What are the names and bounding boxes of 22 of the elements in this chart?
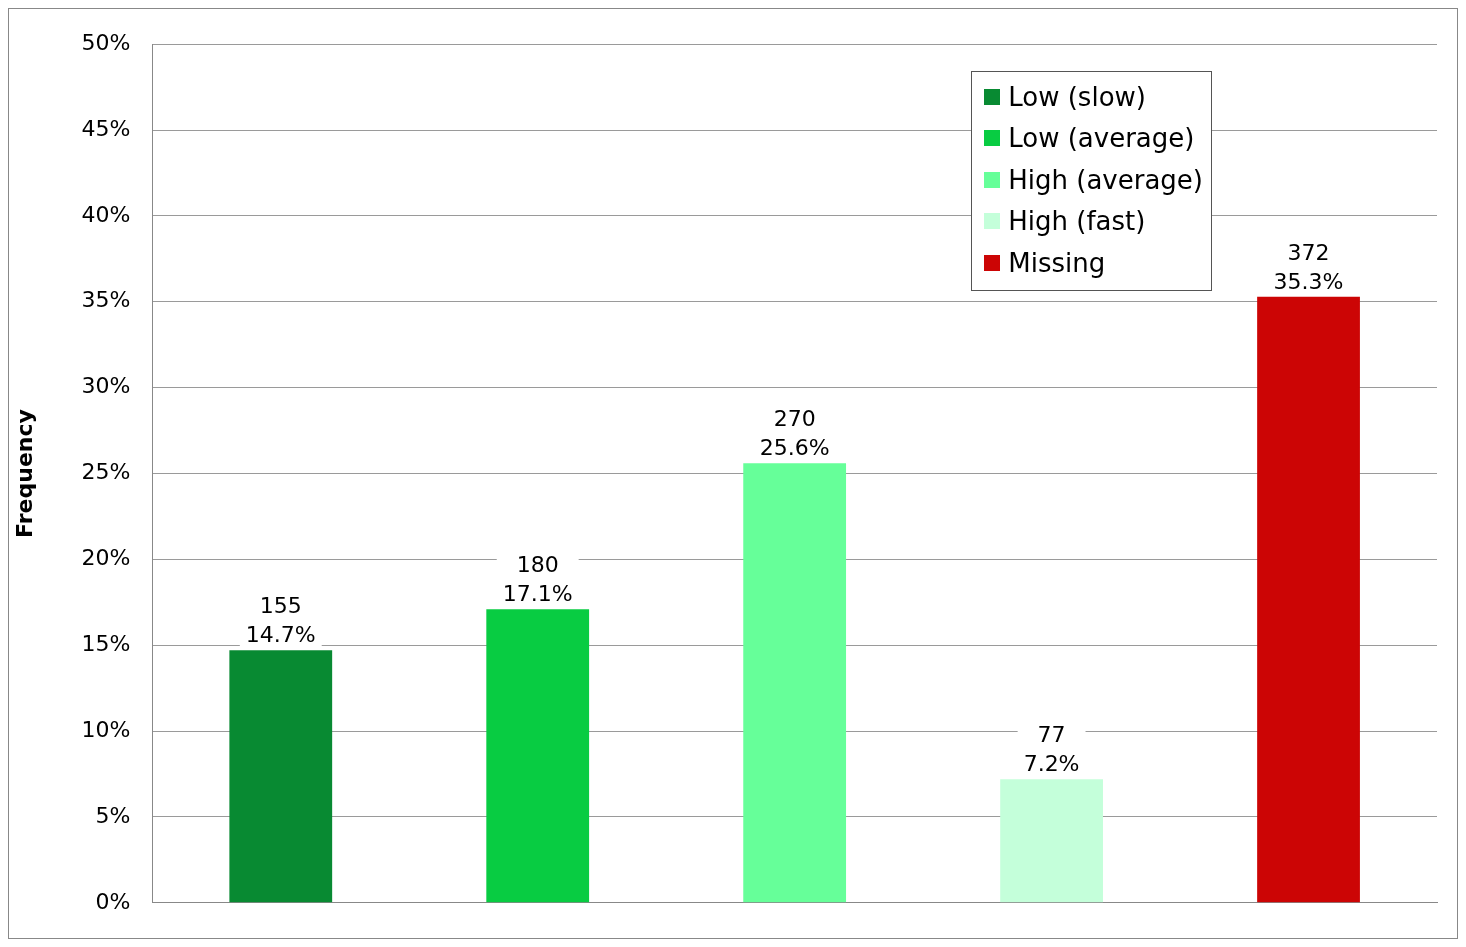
legend-label: High (average) [1008, 164, 1203, 195]
data-label: 372 35.3% [1273, 239, 1344, 294]
y-tick-label: 45% [81, 115, 131, 141]
y-tick-label: 50% [81, 29, 131, 55]
data-label: 180 17.1% [502, 552, 573, 607]
y-tick-label: 35% [81, 287, 131, 313]
data-label: 77 7.2% [1023, 722, 1080, 777]
data-label: 270 25.6% [759, 406, 830, 461]
legend-label: Low (slow) [1008, 81, 1146, 112]
y-tick-label: 30% [81, 373, 131, 399]
legend-label: Low (average) [1008, 123, 1195, 154]
legend-label: High (fast) [1008, 206, 1146, 237]
y-tick-label: 0% [95, 888, 131, 914]
y-tick-label: 5% [95, 802, 131, 828]
y-tick-label: 40% [81, 201, 131, 227]
y-tick-label: 10% [81, 716, 131, 742]
y-axis-title: Frequency [11, 409, 37, 538]
legend-label: Missing [1008, 247, 1106, 278]
y-tick-label: 15% [81, 630, 131, 656]
y-tick-label: 25% [81, 459, 131, 485]
data-label: 155 14.7% [245, 593, 316, 648]
y-tick-label: 20% [81, 545, 131, 571]
